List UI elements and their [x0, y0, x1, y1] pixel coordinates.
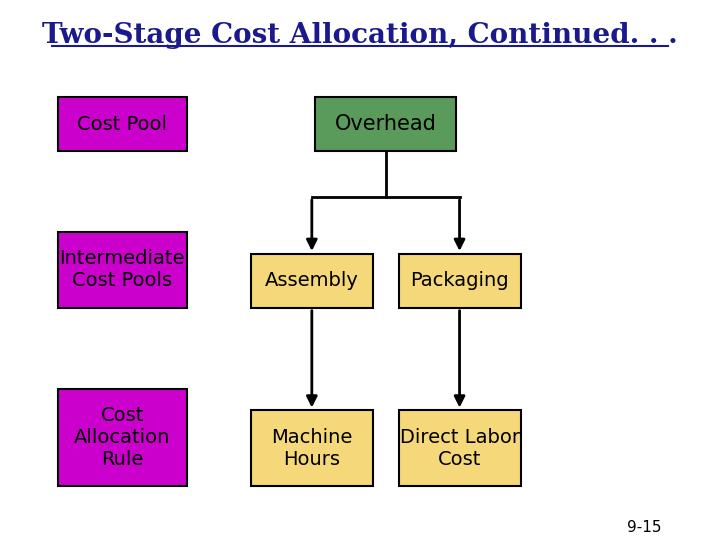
Text: Two-Stage Cost Allocation, Continued. . .: Two-Stage Cost Allocation, Continued. . … — [42, 22, 678, 49]
Text: Machine
Hours: Machine Hours — [271, 428, 353, 469]
FancyBboxPatch shape — [251, 410, 373, 486]
FancyBboxPatch shape — [58, 232, 186, 308]
FancyBboxPatch shape — [315, 97, 456, 151]
FancyBboxPatch shape — [58, 97, 186, 151]
FancyBboxPatch shape — [399, 410, 521, 486]
Text: Cost
Allocation
Rule: Cost Allocation Rule — [74, 406, 171, 469]
Text: Intermediate
Cost Pools: Intermediate Cost Pools — [60, 249, 185, 291]
FancyBboxPatch shape — [399, 254, 521, 308]
FancyBboxPatch shape — [251, 254, 373, 308]
FancyBboxPatch shape — [58, 389, 186, 486]
Text: Direct Labor
Cost: Direct Labor Cost — [400, 428, 520, 469]
Text: Packaging: Packaging — [410, 271, 509, 291]
Text: Overhead: Overhead — [335, 114, 436, 134]
Text: 9-15: 9-15 — [627, 519, 662, 535]
Text: Assembly: Assembly — [265, 271, 359, 291]
Text: Cost Pool: Cost Pool — [77, 114, 167, 134]
